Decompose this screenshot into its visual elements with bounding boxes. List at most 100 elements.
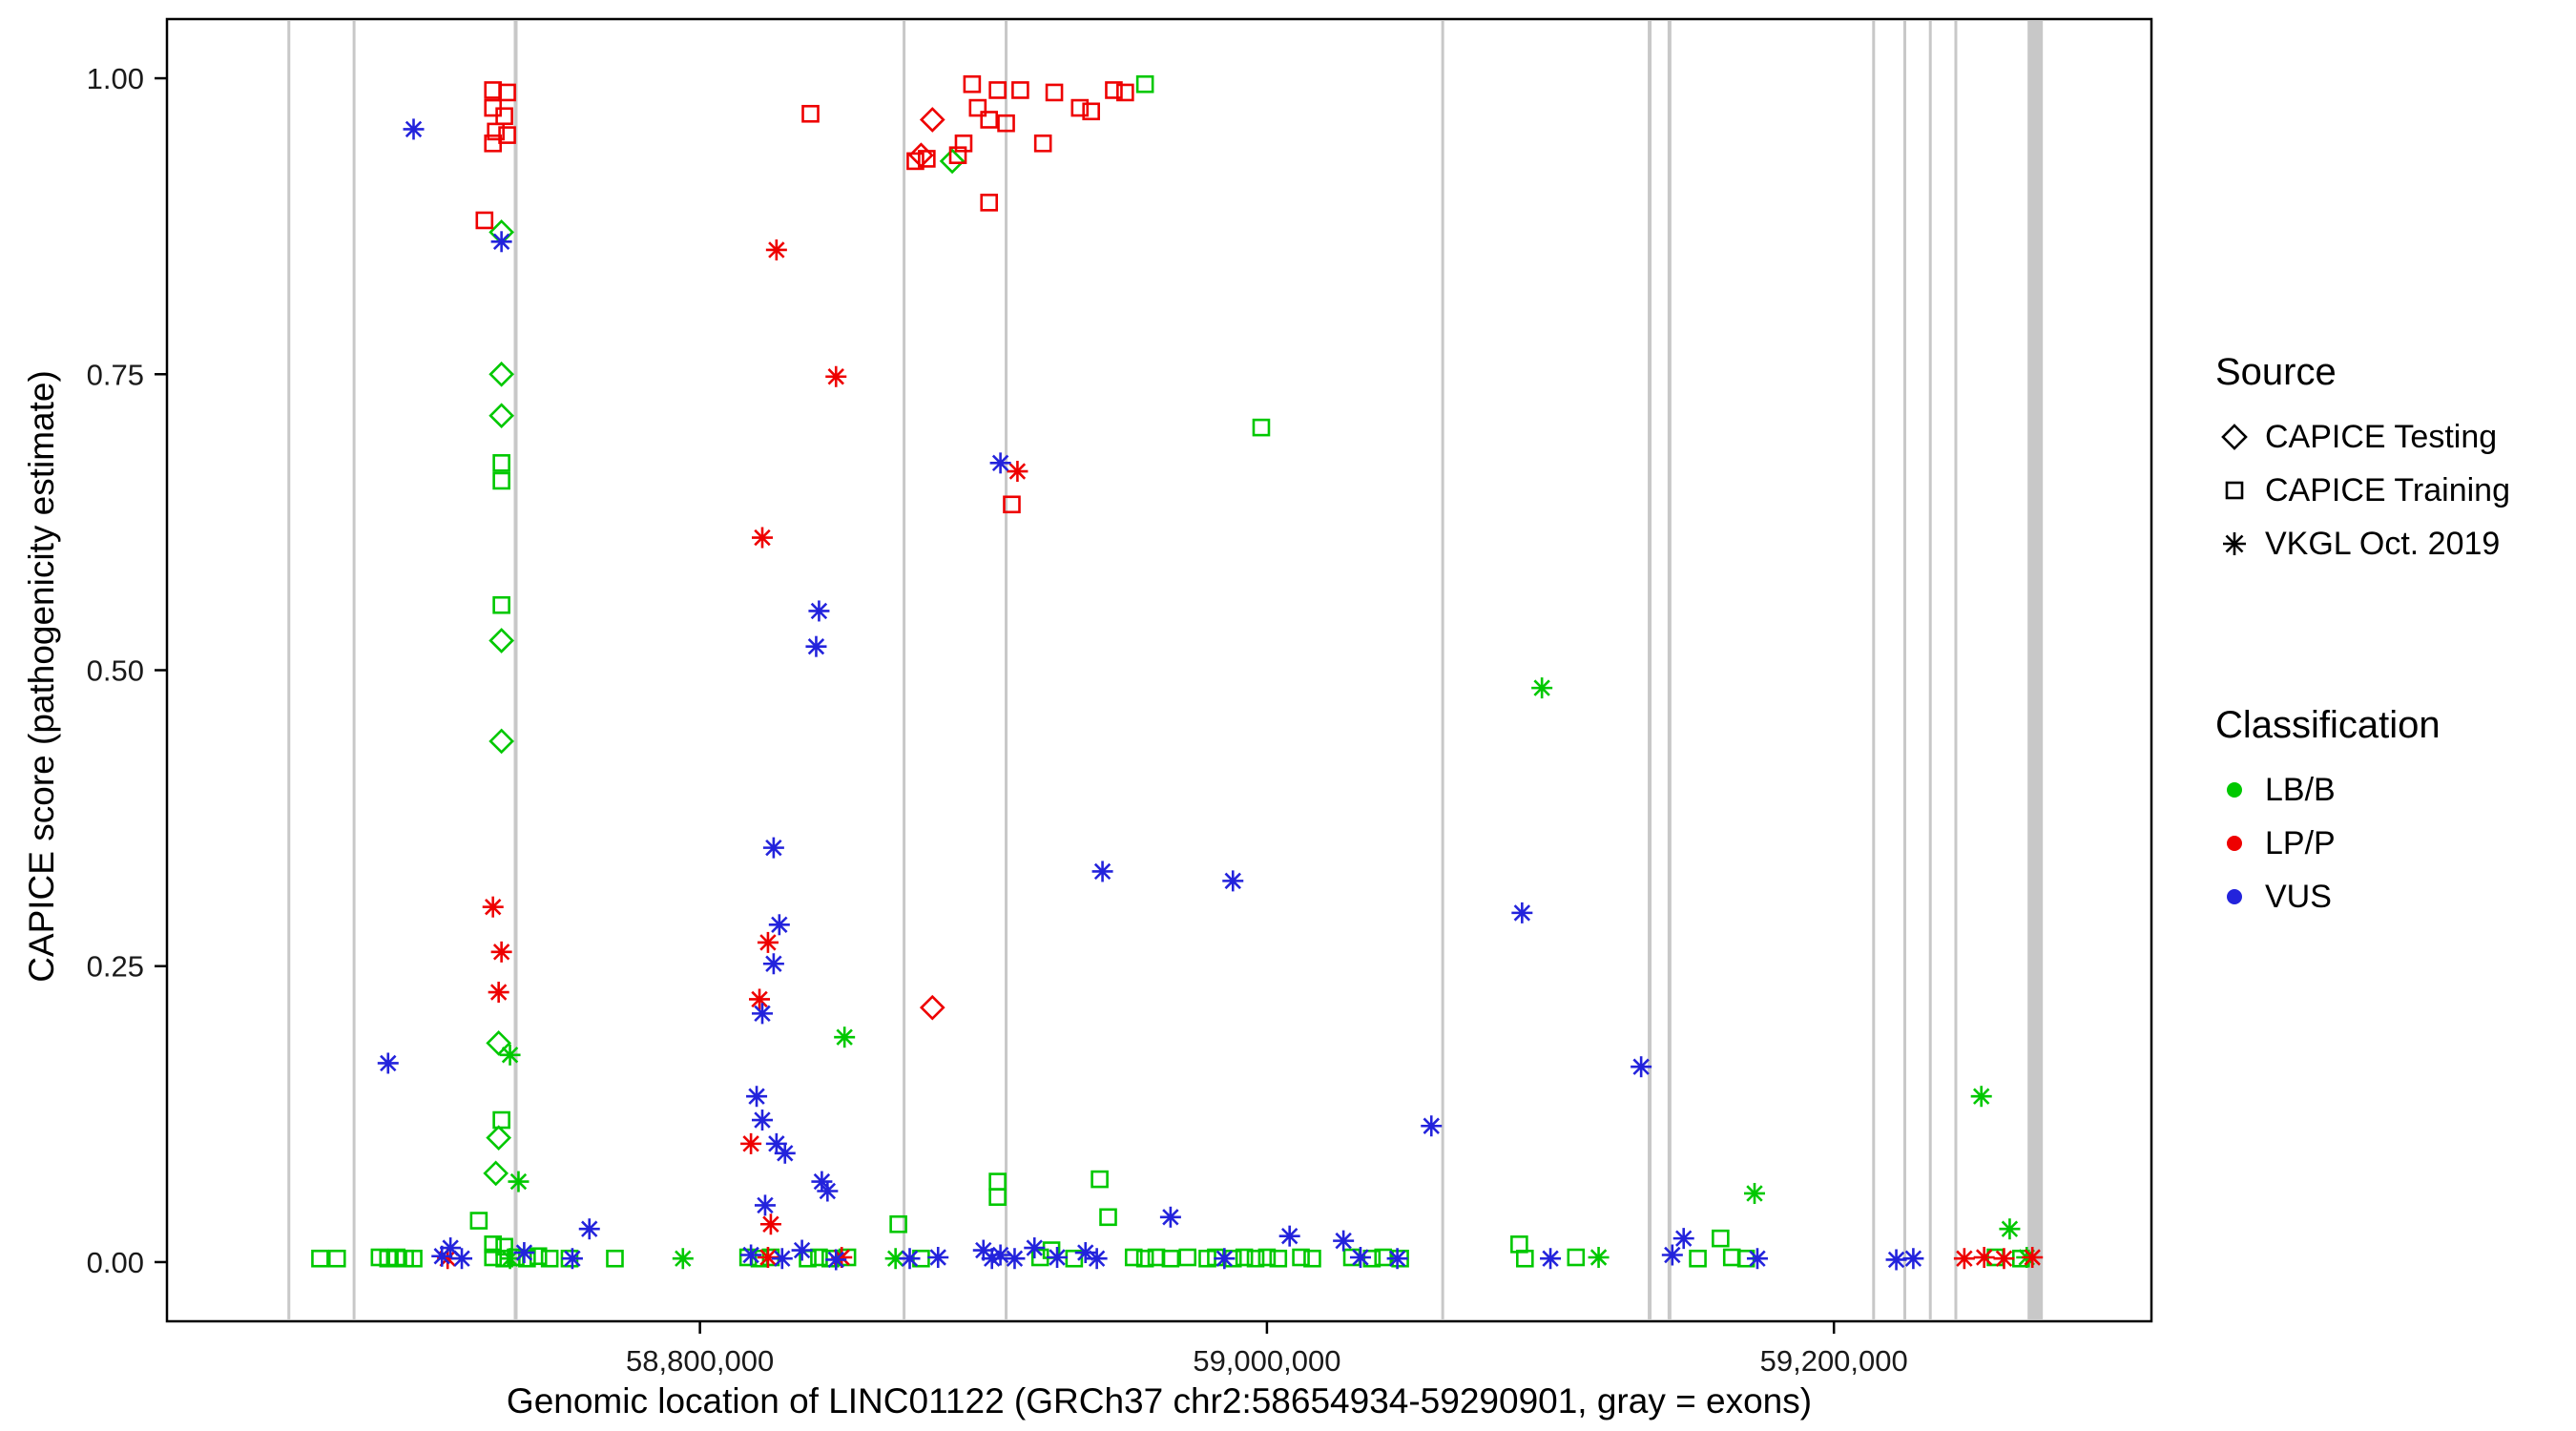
- data-point-square-lbb: [327, 1249, 346, 1268]
- data-point-asterisk-vus: [1278, 1225, 1300, 1247]
- data-point-asterisk-lpp: [482, 896, 504, 918]
- x-tick-label: 59,000,000: [1193, 1344, 1340, 1378]
- data-point-square-lbb: [540, 1249, 559, 1268]
- data-point-asterisk-vus: [899, 1248, 921, 1270]
- data-point-asterisk-vus: [752, 1003, 773, 1025]
- diamond-icon: [2221, 424, 2248, 450]
- data-point-square-lbb: [606, 1249, 624, 1268]
- data-point-square-lbb: [1099, 1208, 1117, 1227]
- data-point-asterisk-lpp: [1973, 1246, 1995, 1268]
- data-point-square-lpp: [475, 211, 494, 230]
- data-point-square-lbb: [1567, 1248, 1586, 1267]
- data-point-square-lpp: [918, 150, 936, 168]
- data-point-square-lpp: [954, 134, 973, 153]
- data-point-asterisk-vus: [513, 1242, 535, 1264]
- data-point-asterisk-vus: [825, 1249, 847, 1271]
- data-point-square-lbb: [1161, 1249, 1180, 1268]
- data-point-square-lpp: [487, 122, 505, 141]
- data-point-asterisk-lbb: [672, 1248, 694, 1270]
- data-point-asterisk-lpp: [757, 931, 779, 953]
- data-point-asterisk-vus: [805, 635, 827, 657]
- legend-label-capice-training: CAPICE Training: [2265, 471, 2510, 508]
- data-point-asterisk-vus: [1159, 1206, 1181, 1228]
- data-point-square-lbb: [988, 1172, 1007, 1191]
- legend-item-vus: VUS: [2215, 879, 2441, 915]
- data-point-asterisk-lbb: [1970, 1086, 1992, 1108]
- data-point-asterisk-vus: [927, 1246, 949, 1268]
- data-point-square-lpp: [980, 194, 999, 212]
- data-point-asterisk-vus: [1074, 1242, 1096, 1264]
- legend-label-vkgl: VKGL Oct. 2019: [2265, 525, 2501, 562]
- data-point-asterisk-vus: [561, 1248, 583, 1270]
- data-point-diamond-lbb: [488, 361, 514, 387]
- data-point-asterisk-vus: [1091, 861, 1113, 882]
- data-point-asterisk-vus: [1214, 1248, 1236, 1270]
- data-point-square-lbb: [469, 1212, 488, 1230]
- data-point-asterisk-lpp: [825, 365, 847, 387]
- data-point-square-lpp: [963, 74, 982, 93]
- data-point-asterisk-vus: [1004, 1248, 1026, 1270]
- data-point-square-lbb: [405, 1249, 423, 1268]
- y-tick-label: 0.00: [87, 1246, 144, 1279]
- data-point-square-lbb: [1516, 1249, 1534, 1268]
- legend-label-lbb: LB/B: [2265, 771, 2336, 808]
- data-point-square-lbb: [1712, 1229, 1730, 1248]
- data-point-square-lbb: [1235, 1248, 1254, 1267]
- data-point-asterisk-vus: [578, 1218, 600, 1240]
- data-point-asterisk-vus: [1631, 1056, 1652, 1078]
- data-point-asterisk-lbb: [508, 1171, 530, 1192]
- data-point-asterisk-vus: [1540, 1248, 1562, 1270]
- y-axis-title: CAPICE score (pathogenicity estimate): [22, 370, 61, 983]
- data-point-diamond-lbb: [939, 148, 966, 175]
- data-point-asterisk-vus: [1086, 1248, 1108, 1270]
- lpp-dot-icon: [2227, 836, 2242, 851]
- data-point-asterisk-lpp: [2022, 1246, 2044, 1268]
- data-point-square-lbb: [484, 1235, 503, 1254]
- data-point-square-lbb: [529, 1247, 548, 1266]
- data-point-square-lpp: [968, 98, 987, 117]
- data-point-asterisk-vus: [1222, 870, 1244, 892]
- data-point-square-lpp: [1105, 81, 1123, 99]
- data-point-asterisk-lpp: [740, 1132, 762, 1154]
- data-point-asterisk-vus: [981, 1248, 1003, 1270]
- data-point-asterisk-vus: [768, 914, 790, 936]
- data-point-square-lbb: [1303, 1249, 1321, 1268]
- data-point-asterisk-lbb: [884, 1248, 906, 1270]
- data-point-diamond-lbb: [488, 728, 514, 755]
- data-point-diamond-lpp: [908, 142, 934, 169]
- y-tick-label: 0.75: [87, 358, 144, 391]
- data-point-asterisk-vus: [403, 118, 425, 140]
- data-point-square-lbb: [1257, 1248, 1277, 1267]
- data-point-diamond-lbb: [486, 1030, 511, 1056]
- data-point-asterisk-lpp: [765, 238, 787, 260]
- data-point-asterisk-vus: [791, 1239, 813, 1261]
- y-tick-label: 0.50: [87, 654, 144, 688]
- data-point-asterisk-vus: [811, 1171, 833, 1192]
- legend-label-vus: VUS: [2265, 878, 2332, 915]
- data-point-asterisk-lpp: [1007, 461, 1028, 483]
- data-point-asterisk-vus: [817, 1180, 839, 1202]
- data-point-diamond-lpp: [919, 107, 945, 133]
- legend-item-capice-training: CAPICE Training: [2215, 472, 2510, 508]
- data-point-square-lpp: [980, 111, 999, 129]
- data-point-square-lbb: [1689, 1249, 1707, 1268]
- data-point-square-lbb: [1124, 1248, 1143, 1267]
- data-point-asterisk-lbb: [1744, 1182, 1765, 1204]
- data-point-square-lbb: [1292, 1248, 1310, 1267]
- data-point-asterisk-vus: [1047, 1246, 1069, 1268]
- data-point-square-lpp: [1003, 495, 1021, 514]
- data-point-asterisk-vus: [989, 452, 1011, 474]
- data-point-asterisk-vus: [1333, 1230, 1355, 1252]
- data-point-square-lbb: [738, 1248, 758, 1267]
- data-point-square-lpp: [484, 134, 503, 153]
- data-point-square-lbb: [1246, 1249, 1265, 1268]
- data-point-square-lbb: [1135, 1249, 1154, 1268]
- panel-border: [165, 17, 2153, 1323]
- data-point-square-lbb: [492, 1110, 510, 1130]
- legend-classification: Classification LB/B LP/P VUS: [2215, 704, 2441, 932]
- data-point-asterisk-lpp: [488, 982, 509, 1004]
- x-tick-label: 59,200,000: [1760, 1344, 1908, 1378]
- data-point-asterisk-lbb: [834, 1027, 856, 1048]
